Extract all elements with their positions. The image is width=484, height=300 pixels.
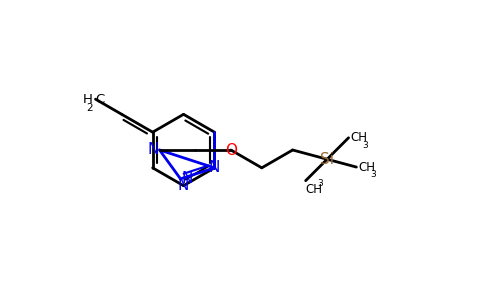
Text: 3: 3	[363, 141, 368, 150]
Text: N: N	[147, 142, 159, 157]
Text: N: N	[209, 160, 220, 175]
Text: N: N	[178, 178, 189, 193]
Text: N: N	[182, 171, 193, 186]
Text: CH: CH	[350, 131, 367, 144]
Text: CH: CH	[306, 183, 323, 196]
Text: 3: 3	[318, 179, 323, 188]
Text: 3: 3	[370, 170, 376, 179]
Text: 2: 2	[86, 103, 92, 113]
Text: CH: CH	[358, 160, 376, 174]
Text: Si: Si	[320, 152, 334, 167]
Text: C: C	[95, 93, 105, 106]
Text: O: O	[225, 142, 237, 158]
Text: H: H	[83, 93, 92, 106]
